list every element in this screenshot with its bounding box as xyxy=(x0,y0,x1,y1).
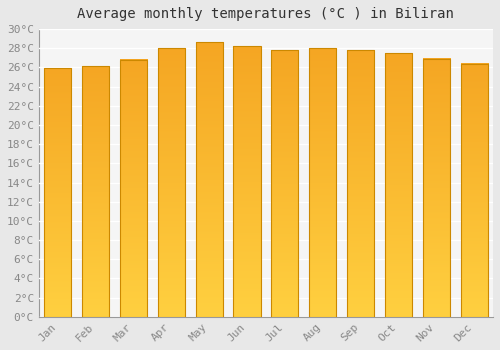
Bar xyxy=(44,68,72,317)
Bar xyxy=(120,60,147,317)
Bar xyxy=(347,50,374,317)
Bar xyxy=(460,64,488,317)
Bar xyxy=(271,50,298,317)
Title: Average monthly temperatures (°C ) in Biliran: Average monthly temperatures (°C ) in Bi… xyxy=(78,7,454,21)
Bar xyxy=(385,53,412,317)
Bar xyxy=(158,48,185,317)
Bar xyxy=(422,59,450,317)
Bar xyxy=(82,66,109,317)
Bar xyxy=(234,46,260,317)
Bar xyxy=(309,48,336,317)
Bar xyxy=(196,42,223,317)
